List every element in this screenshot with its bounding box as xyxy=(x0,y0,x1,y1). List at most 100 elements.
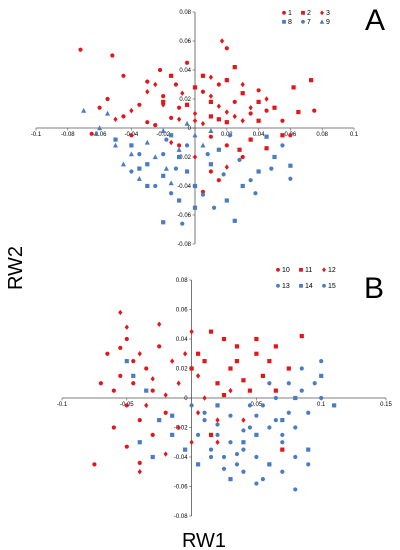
data-point xyxy=(128,151,134,157)
data-point xyxy=(200,89,206,94)
data-point xyxy=(177,154,182,160)
x-tick-label: 0.15 xyxy=(380,402,392,408)
data-point xyxy=(248,104,253,111)
data-point xyxy=(183,447,188,452)
y-tick-label: 0 xyxy=(188,126,192,132)
y-tick-label: 0.04 xyxy=(176,337,188,343)
data-point xyxy=(150,454,155,460)
data-point xyxy=(137,418,142,423)
data-point xyxy=(81,107,87,113)
data-point xyxy=(216,82,221,87)
data-point xyxy=(234,344,240,349)
legend-marker xyxy=(301,19,305,24)
x-tick-label: 0.04 xyxy=(253,132,265,138)
y-tick-label: -0.02 xyxy=(177,155,191,161)
data-point xyxy=(280,143,285,148)
data-point xyxy=(221,172,226,177)
legend-label: 10 xyxy=(282,267,290,274)
legend-marker xyxy=(320,10,324,16)
data-point xyxy=(247,403,253,408)
series-3 xyxy=(113,38,269,170)
data-point xyxy=(97,105,102,110)
data-point xyxy=(131,373,136,378)
data-point xyxy=(129,169,134,174)
data-point xyxy=(232,113,237,120)
data-point xyxy=(131,381,136,386)
data-point xyxy=(208,169,213,174)
data-point xyxy=(200,192,206,197)
data-point xyxy=(192,85,198,90)
data-point xyxy=(254,481,259,486)
data-point xyxy=(272,105,277,110)
data-point xyxy=(78,47,83,52)
data-point xyxy=(241,469,246,474)
data-point xyxy=(157,418,162,423)
data-point xyxy=(280,447,285,452)
data-point xyxy=(189,328,194,335)
data-point xyxy=(144,366,149,371)
data-point xyxy=(208,74,213,80)
data-point xyxy=(293,454,298,460)
data-point xyxy=(169,73,174,78)
series-11 xyxy=(189,329,304,452)
data-point xyxy=(195,432,201,437)
data-point xyxy=(184,102,190,107)
data-point xyxy=(111,388,116,393)
data-point xyxy=(241,447,246,452)
data-point xyxy=(241,417,246,423)
data-point xyxy=(180,90,185,96)
data-point xyxy=(120,161,126,167)
y-tick-label: 0.06 xyxy=(176,308,188,314)
panel-b: -0.1-0.050.050.10.150.080.060.040.020-0.… xyxy=(57,267,393,520)
data-point xyxy=(105,110,111,116)
y-tick-label: 0.04 xyxy=(179,68,191,74)
data-point xyxy=(177,198,182,203)
data-point xyxy=(161,94,166,99)
data-point xyxy=(124,336,129,342)
series-8 xyxy=(113,133,293,225)
data-point xyxy=(137,460,142,465)
data-point xyxy=(228,477,233,482)
data-point xyxy=(163,392,168,398)
data-point xyxy=(160,128,166,133)
data-point xyxy=(195,410,201,416)
data-point xyxy=(192,183,198,189)
x-tick-label: -0.06 xyxy=(93,132,107,138)
data-point xyxy=(150,376,155,382)
data-point xyxy=(145,89,150,95)
data-point xyxy=(189,403,194,408)
legend-label: 9 xyxy=(326,19,330,26)
data-point xyxy=(228,366,233,371)
data-point xyxy=(256,118,261,123)
data-point xyxy=(157,321,162,327)
data-point xyxy=(216,147,221,152)
data-point xyxy=(221,454,227,460)
data-point xyxy=(113,137,118,142)
y-tick-label: 0.08 xyxy=(179,10,191,16)
data-point xyxy=(234,451,240,457)
data-point xyxy=(306,462,311,467)
data-point xyxy=(161,220,166,225)
data-point xyxy=(137,166,142,171)
data-point xyxy=(280,118,285,123)
legend-label: 13 xyxy=(282,283,290,290)
data-point xyxy=(112,142,119,148)
data-point xyxy=(192,205,198,210)
data-point xyxy=(200,142,206,148)
series-12 xyxy=(118,309,246,475)
data-point xyxy=(256,169,261,174)
legend-label: 15 xyxy=(328,283,336,290)
data-point xyxy=(163,165,169,171)
data-point xyxy=(124,324,129,330)
data-point xyxy=(208,114,213,119)
data-point xyxy=(200,73,206,78)
y-tick-label: -0.04 xyxy=(177,184,191,190)
data-point xyxy=(332,403,337,408)
data-point xyxy=(272,154,277,160)
data-point xyxy=(312,108,317,113)
data-point xyxy=(208,134,213,139)
data-point xyxy=(273,395,278,401)
data-point xyxy=(170,413,175,418)
data-point xyxy=(216,178,221,183)
legend-marker xyxy=(322,283,326,288)
